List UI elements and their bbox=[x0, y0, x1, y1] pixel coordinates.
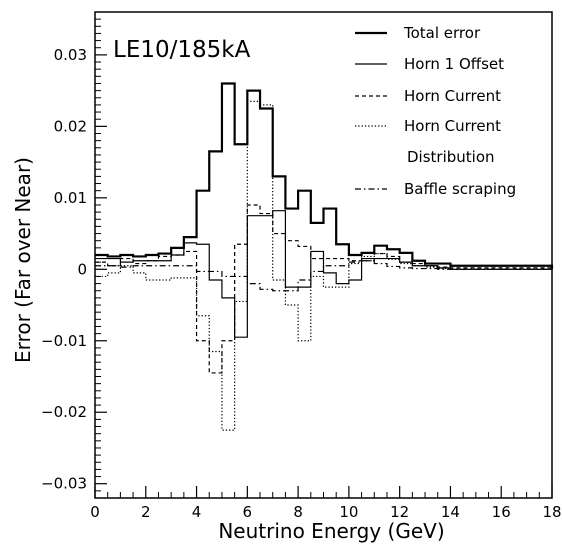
legend-label: Baffle scraping bbox=[404, 180, 516, 198]
legend-label: Horn Current bbox=[404, 117, 501, 135]
y-tick-label: 0 bbox=[77, 260, 87, 278]
y-tick-label: −0.01 bbox=[41, 332, 87, 350]
series-layer bbox=[95, 82, 554, 431]
series-line-4 bbox=[95, 260, 552, 292]
x-tick-label: 2 bbox=[141, 503, 151, 521]
y-axis-label: Error (Far over Near) bbox=[11, 157, 35, 363]
x-axis-label: Neutrino Energy (GeV) bbox=[218, 519, 444, 543]
legend: Total error Horn 1 Offset Horn Current Horn… bbox=[355, 24, 516, 198]
y-tick-label: 0.02 bbox=[54, 117, 87, 135]
tick-labels: 0 2 4 6 8 10 12 14 16 18 −0.03 −0.02 −0.01 0 0.01 0.02 0… bbox=[41, 46, 562, 521]
x-tick-label: 6 bbox=[243, 503, 253, 521]
x-tick-label: 8 bbox=[293, 503, 303, 521]
plot-frame bbox=[94, 11, 553, 499]
x-tick-label: 18 bbox=[542, 503, 561, 521]
y-tick-label: −0.02 bbox=[41, 403, 87, 421]
series-line-0 bbox=[95, 82, 554, 270]
series-line-2 bbox=[95, 204, 553, 374]
y-tick-label: 0.03 bbox=[54, 46, 87, 64]
y-tick-label: 0.01 bbox=[54, 189, 87, 207]
legend-label: Total error bbox=[403, 24, 481, 42]
x-tick-label: 10 bbox=[339, 503, 358, 521]
x-tick-label: 4 bbox=[192, 503, 202, 521]
legend-label: Horn Current bbox=[404, 87, 501, 105]
chart-annotation: LE10/185kA bbox=[113, 37, 251, 63]
legend-label: Distribution bbox=[407, 148, 495, 166]
x-tick-label: 16 bbox=[492, 503, 511, 521]
x-tick-label: 0 bbox=[90, 503, 100, 521]
legend-label: Horn 1 Offset bbox=[404, 55, 504, 73]
y-tick-label: −0.03 bbox=[41, 475, 87, 493]
x-tick-label: 12 bbox=[390, 503, 409, 521]
x-tick-label: 14 bbox=[441, 503, 460, 521]
